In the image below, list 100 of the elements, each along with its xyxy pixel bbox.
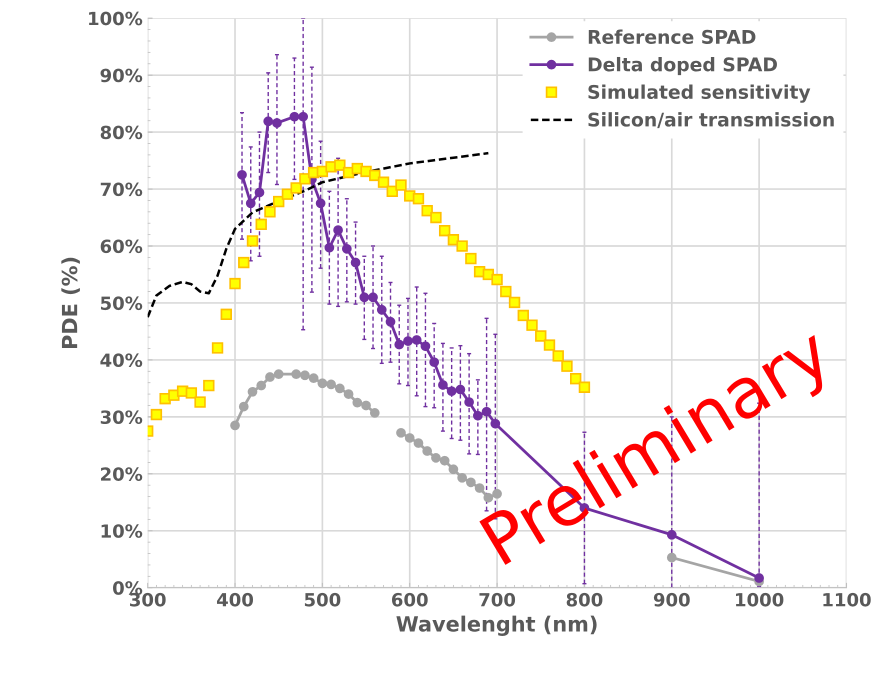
point <box>359 292 370 302</box>
point <box>403 336 413 346</box>
point <box>396 428 406 438</box>
point <box>508 296 520 308</box>
point <box>186 387 198 399</box>
x-axis-title: Wavelenght (nm) <box>396 616 597 636</box>
point <box>500 286 512 298</box>
point <box>230 420 240 430</box>
point <box>404 433 415 443</box>
point <box>229 278 241 290</box>
point <box>456 384 466 394</box>
point <box>369 170 380 182</box>
y-tick-label: 0% <box>113 581 142 595</box>
point <box>212 342 224 354</box>
y-tick-label: 100% <box>89 12 142 26</box>
point <box>526 319 538 331</box>
point <box>491 274 503 286</box>
point <box>344 389 354 399</box>
legend-label: Delta doped SPAD <box>588 56 777 76</box>
x-tick-label: 700 <box>479 592 516 607</box>
point <box>448 464 458 474</box>
point <box>350 258 360 268</box>
legend-label: Silicon/air transmission <box>588 112 834 128</box>
point <box>368 292 378 302</box>
point <box>326 380 336 390</box>
point <box>290 182 302 194</box>
point <box>438 380 448 390</box>
point <box>220 308 232 320</box>
point <box>412 335 422 345</box>
x-tick-label: 600 <box>392 592 428 607</box>
x-tick-label: 900 <box>654 592 690 607</box>
point <box>440 456 450 466</box>
point <box>248 386 258 397</box>
point <box>272 118 282 128</box>
point <box>414 438 424 448</box>
point <box>298 112 308 122</box>
point <box>334 159 346 171</box>
point <box>282 188 294 200</box>
point <box>238 402 249 412</box>
y-tick-label: 10% <box>102 524 142 538</box>
point <box>256 380 266 390</box>
y-tick-label: 30% <box>100 410 142 424</box>
x-tick-label: 800 <box>566 592 602 607</box>
point <box>203 380 215 392</box>
point <box>246 235 258 247</box>
point <box>256 218 267 230</box>
point <box>420 341 430 352</box>
point <box>342 244 352 254</box>
point <box>386 186 398 198</box>
point <box>395 179 407 191</box>
point <box>518 310 529 322</box>
point <box>274 369 284 380</box>
y-tick-label: 50% <box>100 296 142 310</box>
y-axis-title: PDE (%) <box>61 258 80 348</box>
point <box>324 242 334 253</box>
point <box>394 340 404 350</box>
point <box>412 193 424 204</box>
x-tick-label: 400 <box>216 592 254 607</box>
point <box>290 112 300 122</box>
y-tick-label: 60% <box>100 239 142 254</box>
point <box>430 212 442 224</box>
y-tick-label: 70% <box>100 182 142 196</box>
point <box>457 472 467 483</box>
point <box>318 378 328 388</box>
point <box>316 198 326 208</box>
point <box>291 369 302 380</box>
point <box>456 240 468 252</box>
y-tick-label: 90% <box>100 68 142 82</box>
point <box>429 357 440 368</box>
x-tick-label: 300 <box>130 592 166 607</box>
point <box>308 373 318 384</box>
point <box>448 234 460 246</box>
point <box>422 446 432 456</box>
x-tick-label: 1100 <box>823 592 871 607</box>
point <box>334 384 345 394</box>
point <box>438 224 450 236</box>
point <box>386 316 396 327</box>
point <box>465 252 477 264</box>
point <box>333 225 343 235</box>
point <box>300 370 310 380</box>
point <box>299 173 311 184</box>
point <box>361 400 371 410</box>
point <box>352 398 362 408</box>
legend-label: Simulated sensitivity <box>588 84 810 103</box>
point <box>265 372 275 382</box>
point <box>466 478 476 488</box>
point <box>422 205 433 216</box>
point <box>370 408 380 418</box>
point <box>264 206 276 218</box>
point <box>378 176 390 188</box>
point <box>238 256 250 268</box>
point <box>246 198 256 208</box>
point <box>194 396 206 408</box>
point <box>150 408 162 420</box>
point <box>446 386 457 396</box>
line-series <box>148 152 490 318</box>
point <box>273 196 284 208</box>
point <box>754 573 764 583</box>
point <box>263 116 274 126</box>
x-tick-label: 1000 <box>736 592 784 607</box>
